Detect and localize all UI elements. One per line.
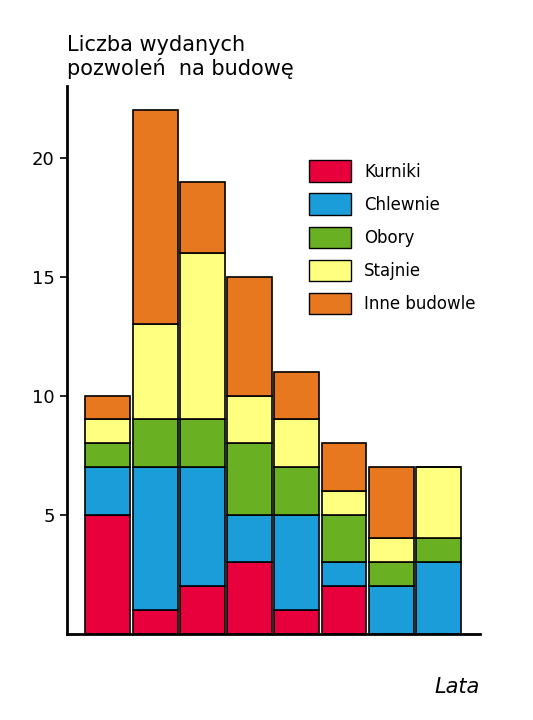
Bar — [180, 181, 225, 253]
Bar — [416, 562, 461, 634]
Bar — [416, 539, 461, 562]
Bar — [85, 467, 130, 515]
Bar — [227, 444, 272, 515]
Bar — [227, 562, 272, 634]
Bar — [133, 324, 177, 420]
Bar — [274, 420, 319, 467]
Legend: Kurniki, Chlewnie, Obory, Stajnie, Inne budowle: Kurniki, Chlewnie, Obory, Stajnie, Inne … — [309, 161, 475, 314]
Bar — [321, 491, 367, 515]
Bar — [321, 562, 367, 586]
Bar — [369, 562, 414, 586]
Bar — [227, 515, 272, 562]
Bar — [180, 253, 225, 420]
Bar — [321, 444, 367, 491]
Bar — [274, 610, 319, 634]
Bar — [180, 586, 225, 634]
Bar — [85, 420, 130, 444]
Bar — [133, 467, 177, 610]
Bar — [85, 444, 130, 467]
Bar — [133, 420, 177, 467]
Bar — [85, 515, 130, 634]
Bar — [274, 515, 319, 610]
Bar — [369, 539, 414, 562]
X-axis label: Lata: Lata — [434, 678, 480, 698]
Bar — [133, 110, 177, 324]
Text: Liczba wydanych
pozwoleń  na budowę: Liczba wydanych pozwoleń na budowę — [67, 35, 293, 79]
Bar — [369, 467, 414, 539]
Bar — [133, 610, 177, 634]
Bar — [274, 467, 319, 515]
Bar — [416, 467, 461, 539]
Bar — [227, 276, 272, 396]
Bar — [321, 515, 367, 562]
Bar — [274, 372, 319, 420]
Bar — [85, 396, 130, 420]
Bar — [227, 396, 272, 444]
Bar — [369, 586, 414, 634]
Bar — [321, 586, 367, 634]
Bar — [180, 420, 225, 467]
Bar — [180, 467, 225, 586]
